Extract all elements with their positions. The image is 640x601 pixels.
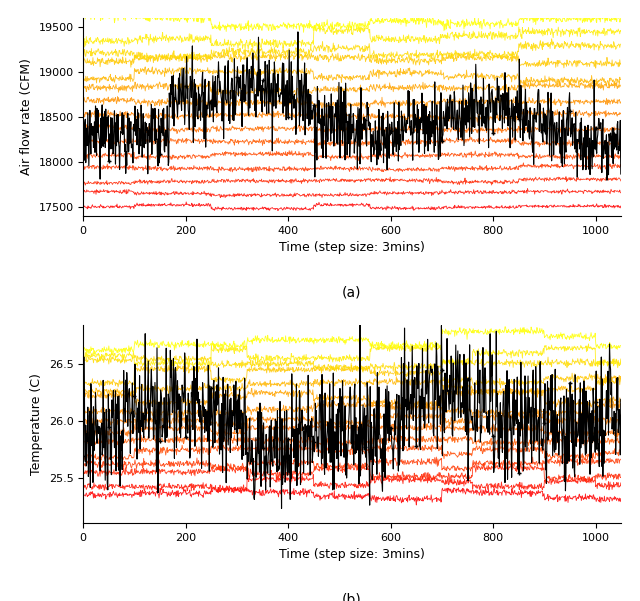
Text: (a): (a) [342,285,362,299]
Y-axis label: Air flow rate (CFM): Air flow rate (CFM) [20,58,33,175]
X-axis label: Time (step size: 3mins): Time (step size: 3mins) [279,241,425,254]
Y-axis label: Temperature (C): Temperature (C) [30,373,43,475]
X-axis label: Time (step size: 3mins): Time (step size: 3mins) [279,548,425,561]
Text: (b): (b) [342,592,362,601]
